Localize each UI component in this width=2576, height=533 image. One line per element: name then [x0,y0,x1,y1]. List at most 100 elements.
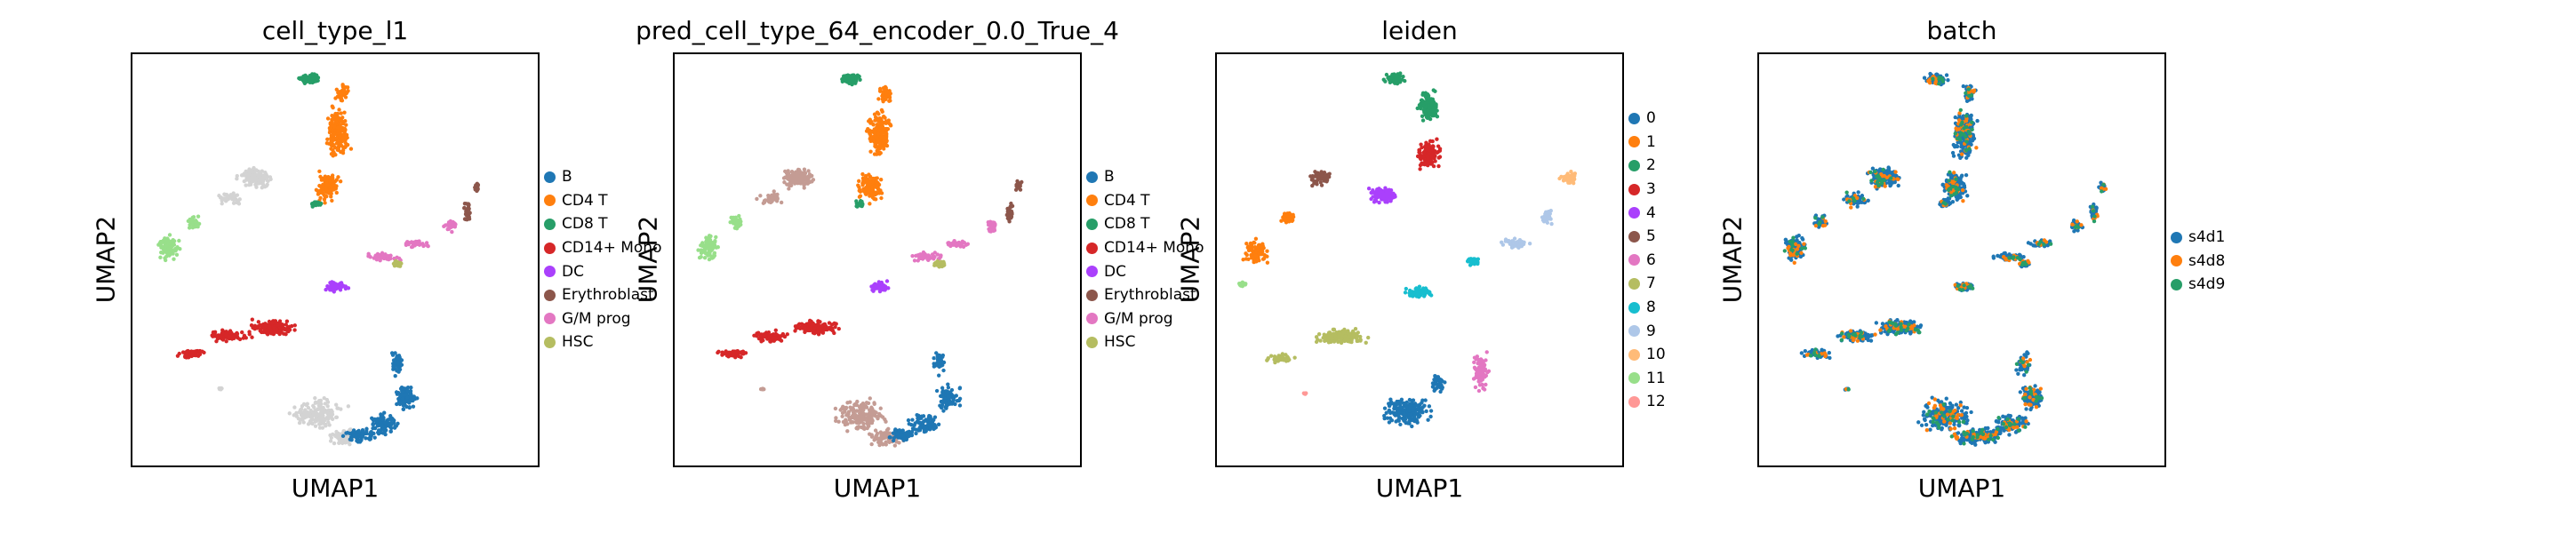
scatter-point [932,251,938,255]
scatter-point [932,263,937,267]
scatter-point [1314,335,1319,339]
scatter-point [875,110,880,115]
scatter-point [306,413,310,418]
scatter-point [1476,370,1481,375]
scatter-point [887,99,892,103]
scatter-point [247,332,252,337]
legend-label: 10 [1646,346,1666,364]
scatter-point [884,279,890,283]
scatter-point [244,183,248,187]
scatter-point [395,369,399,373]
scatter-point [948,243,953,249]
scatter-point [340,136,345,141]
scatter-point [886,118,891,123]
scatter-point [167,233,172,237]
scatter-point [330,129,335,133]
scatter-point [871,176,876,181]
scatter-point [194,223,198,227]
scatter-point [284,319,290,323]
scatter-point [1009,214,1013,219]
scatter-point [792,173,796,178]
scatter-point [1396,414,1401,419]
scatter-point [1347,335,1351,339]
legend-item: 7 [1628,272,1666,296]
scatter-point [178,247,182,251]
scatter-point [396,263,400,268]
scatter-point [1349,339,1354,345]
scatter-point [1403,417,1408,422]
scatter-point [1316,331,1322,337]
scatter-point [1440,386,1444,390]
scatter-point [301,78,306,83]
scatter-point [1256,243,1261,248]
scatter-point [779,200,784,205]
scatter-point [941,261,947,266]
scatter-point [1336,335,1340,339]
scatter-point [334,87,339,91]
scatter-point [237,337,243,342]
scatter-point [861,426,866,431]
scatter-point [1426,156,1430,161]
scatter-point [331,432,335,437]
scatter-point [287,324,292,330]
scatter-point [409,386,413,390]
scatter-point [336,175,340,179]
scatter-point [332,179,338,184]
scatter-point [1423,100,1428,105]
scatter-point [878,178,884,182]
scatter-point [1284,212,1289,217]
scatter-point [786,173,791,179]
scatter-point [1426,108,1430,113]
legend-label: 3 [1646,180,1656,199]
scatter-point [988,225,993,230]
scatter-point [1312,174,1317,179]
scatter-point [918,252,923,257]
scatter-point [250,169,254,174]
scatter-point [940,386,945,390]
scatter-point [1420,91,1426,95]
scatter-point [314,401,319,405]
scatter-point [856,425,861,429]
scatter-point [953,243,958,248]
scatter-point [1428,139,1433,143]
scatter-point [1512,236,1517,241]
scatter-point [395,402,399,407]
scatter-point [164,254,169,259]
scatter-point [287,411,292,416]
scatter-point [250,317,254,322]
scatter-point [931,418,936,423]
chart-title: batch [1926,16,1997,45]
legend-item: 2 [1628,154,1666,178]
scatter-point [275,327,279,332]
scatter-point [760,386,764,392]
legend-swatch [1628,372,1640,385]
scatter-point [868,149,873,154]
scatter-point [445,227,450,232]
scatter-point [1472,360,1476,365]
scatter-point [1244,241,1249,246]
scatter-point [339,111,343,115]
scatter-point [1428,97,1434,101]
scatter-point [256,320,261,324]
scatter-point [703,243,708,248]
scatter-point [313,395,317,401]
scatter-point [1408,293,1412,298]
scatter-point [1480,382,1484,387]
scatter-point [382,410,387,415]
scatter-point [1350,329,1356,334]
scatter-point [938,363,942,369]
scatter-point [858,77,862,82]
scatter-point [1290,219,1294,223]
scatter-point [333,153,338,157]
scatter-point [1419,98,1424,103]
scatter-point [864,401,869,405]
legend-label: B [562,168,572,187]
legend-label: HSC [562,333,594,352]
scatter-point [908,430,914,435]
scatter-point [333,434,338,438]
scatter-point [867,172,871,177]
scatter-point [348,147,354,151]
scatter-point [1546,216,1551,220]
scatter-point [1260,257,1266,261]
scatter-point [892,443,898,448]
